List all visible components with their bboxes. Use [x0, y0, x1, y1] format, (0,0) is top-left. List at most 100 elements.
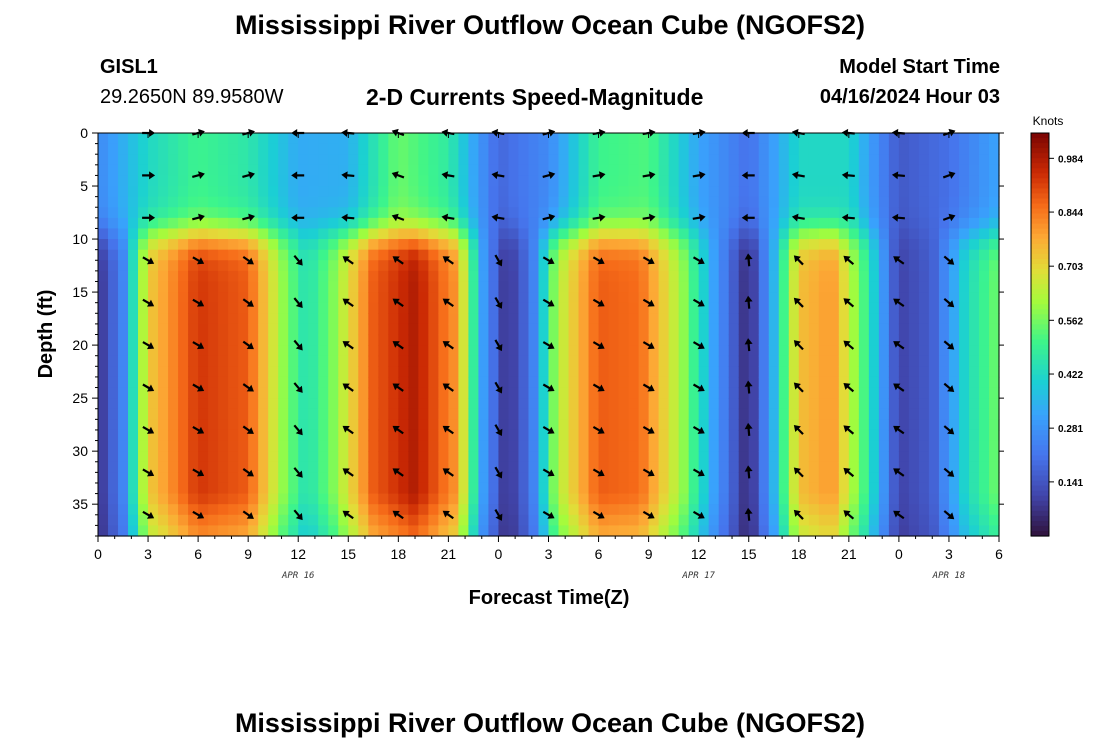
heatmap-cell: [988, 217, 1000, 230]
heatmap-cell: [298, 525, 309, 537]
heatmap-cell: [488, 313, 500, 325]
colorbar-segment: [1031, 173, 1049, 179]
colorbar-title: Knots: [1033, 114, 1064, 128]
heatmap-cell: [128, 260, 139, 272]
heatmap-cell: [678, 345, 690, 357]
heatmap-cell: [558, 504, 570, 516]
heatmap-cell: [428, 514, 439, 526]
heatmap-cell: [388, 419, 399, 431]
heatmap-cell: [638, 217, 650, 230]
heatmap-cell: [818, 281, 830, 293]
heatmap-cell: [198, 207, 209, 219]
heatmap-cell: [818, 323, 830, 336]
heatmap-cell: [828, 164, 840, 177]
heatmap-cell: [338, 461, 349, 473]
heatmap-cell: [718, 472, 730, 484]
heatmap-cell: [778, 345, 790, 357]
heatmap-cell: [588, 366, 600, 378]
heatmap-cell: [548, 292, 560, 304]
heatmap-cell: [728, 472, 740, 484]
heatmap-cell: [348, 143, 359, 155]
heatmap-cell: [868, 472, 880, 484]
current-arrow: [542, 425, 555, 434]
heatmap-cell: [748, 398, 760, 410]
heatmap-cell: [468, 207, 480, 219]
heatmap-cell: [668, 217, 680, 230]
heatmap-cell: [928, 451, 940, 463]
heatmap-cell: [688, 440, 700, 452]
heatmap-cell: [838, 398, 850, 410]
heatmap-cell: [328, 154, 339, 166]
current-arrow: [692, 213, 706, 222]
heatmap-cell: [788, 472, 800, 484]
heatmap-cell: [188, 175, 199, 187]
heatmap-cell: [648, 260, 660, 272]
heatmap-cell: [328, 504, 339, 516]
heatmap-cell: [788, 270, 800, 283]
heatmap-cell: [728, 482, 740, 495]
heatmap-cell: [478, 472, 490, 484]
heatmap-cell: [118, 323, 129, 336]
heatmap-cell: [778, 440, 790, 452]
heatmap-cell: [438, 133, 449, 145]
heatmap-cell: [778, 186, 790, 198]
heatmap-cell: [188, 440, 199, 452]
heatmap-cell: [658, 451, 670, 463]
heatmap-cell: [518, 154, 530, 166]
heatmap-cell: [308, 143, 319, 155]
heatmap-cell: [578, 292, 590, 304]
heatmap-cell: [98, 493, 109, 505]
heatmap-cell: [378, 133, 389, 145]
current-arrow: [391, 213, 405, 222]
heatmap-cell: [808, 281, 820, 293]
current-arrow: [791, 171, 805, 180]
arrow-head: [342, 510, 350, 518]
heatmap-cell: [238, 482, 249, 495]
heatmap-cell: [658, 281, 670, 293]
heatmap-cell: [818, 461, 830, 473]
heatmap-cell: [538, 387, 550, 399]
heatmap-cell: [288, 186, 299, 198]
heatmap-cell: [178, 376, 189, 389]
heatmap-cell: [178, 323, 189, 336]
heatmap-cell: [778, 493, 790, 505]
colorbar-segment: [1031, 213, 1049, 220]
heatmap-cell: [398, 239, 409, 251]
heatmap-cell: [648, 514, 660, 526]
colorbar-segment: [1031, 258, 1049, 265]
heatmap-cell: [478, 525, 490, 537]
heatmap-cell: [668, 292, 680, 304]
heatmap-cell: [888, 292, 900, 304]
heatmap-cell: [308, 429, 319, 442]
heatmap-cell: [598, 143, 610, 155]
heatmap-cell: [258, 493, 269, 505]
heatmap-cell: [448, 249, 459, 261]
heatmap-cell: [758, 514, 770, 526]
heatmap-cell: [118, 461, 129, 473]
heatmap-cell: [238, 451, 249, 463]
heatmap-cell: [708, 249, 720, 261]
heatmap-cell: [598, 323, 610, 336]
heatmap-cell: [458, 207, 470, 219]
heatmap-cell: [208, 376, 219, 389]
heatmap-cell: [628, 249, 640, 261]
arrow-head: [791, 171, 799, 180]
heatmap-cell: [348, 472, 359, 484]
arrow-head: [392, 256, 400, 264]
heatmap-cell: [968, 366, 980, 378]
arrow-head: [697, 384, 705, 392]
heatmap-cell: [868, 366, 880, 378]
heatmap-cell: [708, 270, 720, 283]
heatmap-cell: [248, 429, 259, 442]
heatmap-cell: [518, 482, 530, 495]
heatmap-cell: [518, 323, 530, 336]
heatmap-cell: [628, 472, 640, 484]
arrow-head: [295, 258, 303, 266]
heatmap-cell: [148, 482, 159, 495]
heatmap-cell: [858, 429, 870, 442]
heatmap-cell: [388, 143, 399, 155]
heatmap-cell: [708, 133, 720, 145]
heatmap-cell: [258, 154, 269, 166]
heatmap-cell: [528, 175, 540, 187]
arrow-head: [295, 343, 303, 351]
